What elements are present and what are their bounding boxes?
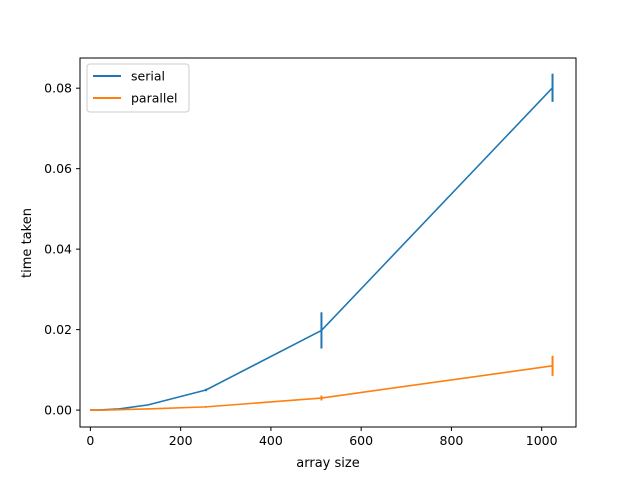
data-point-serial: [147, 404, 149, 406]
x-tick-label: 600: [349, 433, 373, 448]
x-tick-label: 200: [169, 433, 193, 448]
data-point-parallel: [320, 397, 323, 399]
x-tick-label: 0: [86, 433, 94, 448]
x-tick-label: 400: [259, 433, 283, 448]
data-point-parallel: [205, 406, 207, 408]
data-point-parallel: [104, 409, 106, 411]
data-point-parallel: [96, 409, 99, 411]
plot-area: 0 200 400 600 800 1000 0.00 0.02 0.04 0.06 0.08: [44, 57, 577, 448]
data-point-parallel: [91, 409, 93, 411]
x-tick-label: 800: [440, 433, 464, 448]
y-tick-label: 0.06: [44, 161, 72, 176]
axes-frame: [79, 57, 577, 428]
data-point-serial: [320, 329, 323, 332]
x-tick-label: 1000: [526, 433, 558, 448]
legend-label-parallel: parallel: [131, 91, 178, 106]
data-point-parallel: [118, 408, 121, 411]
y-tick-label: 0.08: [44, 81, 72, 96]
data-point-parallel: [551, 365, 554, 367]
data-point-parallel: [147, 408, 149, 410]
y-tick-label: 0.02: [44, 322, 72, 337]
x-axis-label: array size: [296, 456, 359, 471]
y-tick-label: 0.00: [44, 403, 72, 418]
y-tick-label: 0.04: [44, 242, 72, 257]
legend: serial parallel: [86, 63, 190, 113]
y-axis-label: time taken: [20, 208, 35, 278]
legend-label-serial: serial: [131, 69, 165, 84]
data-point-serial: [205, 389, 207, 391]
data-point-parallel: [93, 409, 95, 411]
data-point-serial: [551, 86, 554, 89]
